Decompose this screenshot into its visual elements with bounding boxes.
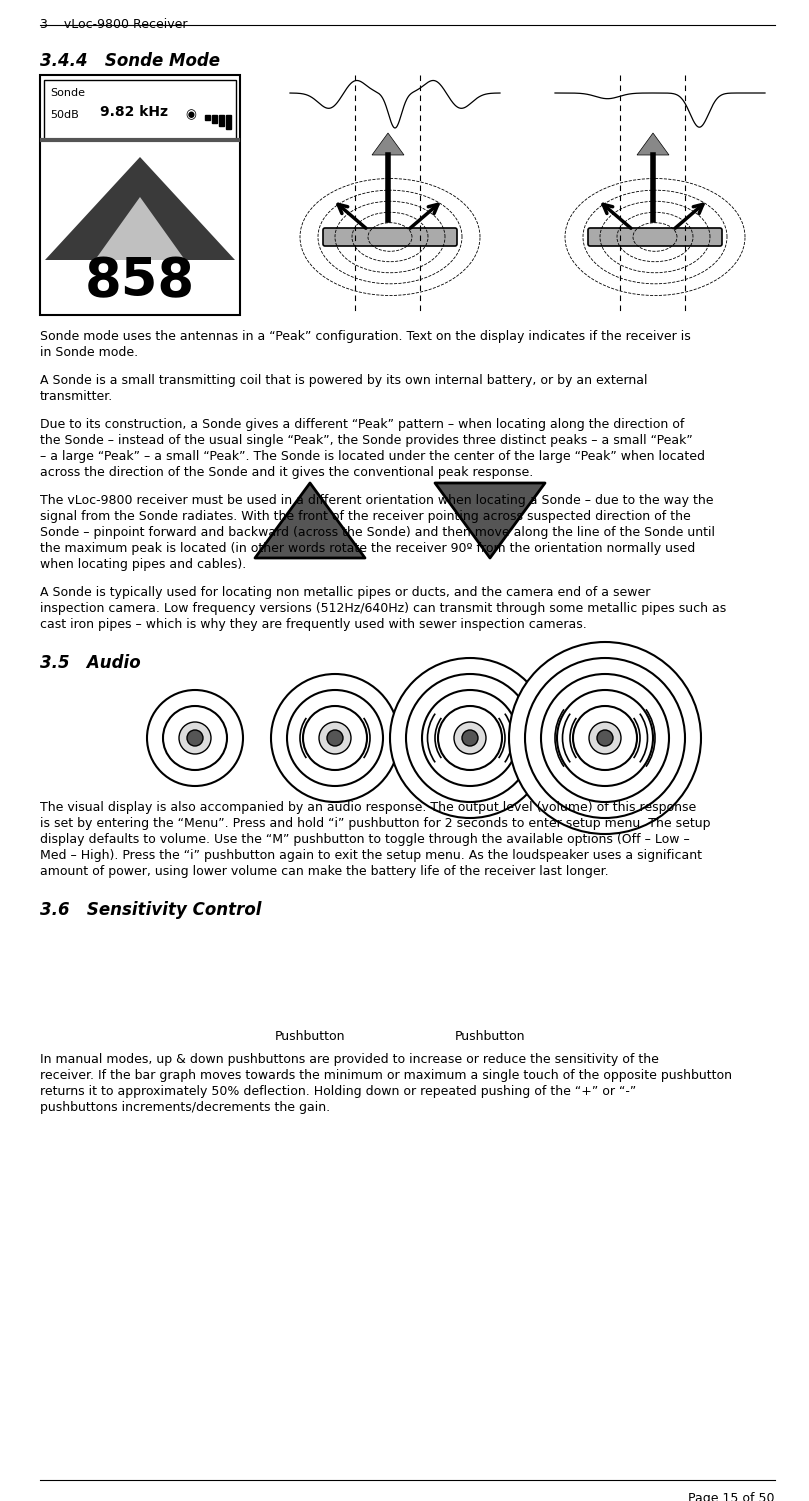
Bar: [44, 80, 236, 140]
Circle shape: [303, 705, 367, 770]
Circle shape: [525, 657, 685, 818]
Text: +: +: [476, 964, 504, 997]
Polygon shape: [95, 197, 185, 260]
Text: Due to its construction, a Sonde gives a different “Peak” pattern – when locatin: Due to its construction, a Sonde gives a…: [40, 417, 684, 431]
Text: transmitter.: transmitter.: [40, 390, 113, 402]
Text: A Sonde is a small transmitting coil that is powered by its own internal battery: A Sonde is a small transmitting coil tha…: [40, 374, 647, 387]
Text: Page 15 of 50: Page 15 of 50: [688, 1492, 775, 1501]
Circle shape: [589, 722, 621, 754]
Circle shape: [147, 690, 243, 787]
Bar: [226, 116, 231, 129]
Circle shape: [406, 674, 534, 802]
Text: Sonde mode uses the antennas in a “Peak” configuration. Text on the display indi: Sonde mode uses the antennas in a “Peak”…: [40, 330, 691, 344]
Circle shape: [454, 722, 486, 754]
Text: 3.4.4   Sonde Mode: 3.4.4 Sonde Mode: [40, 53, 220, 71]
Circle shape: [422, 690, 518, 787]
Circle shape: [271, 674, 399, 802]
Text: Pushbutton: Pushbutton: [455, 1030, 525, 1043]
Circle shape: [187, 729, 203, 746]
Text: in Sonde mode.: in Sonde mode.: [40, 347, 138, 359]
Text: The vLoc-9800 receiver must be used in a different orientation when locating a S: The vLoc-9800 receiver must be used in a…: [40, 494, 714, 507]
Circle shape: [557, 690, 653, 787]
Text: the Sonde – instead of the usual single “Peak”, the Sonde provides three distinc: the Sonde – instead of the usual single …: [40, 434, 693, 447]
Text: The visual display is also accompanied by an audio response. The output level (v: The visual display is also accompanied b…: [40, 802, 697, 814]
Circle shape: [462, 729, 478, 746]
Text: 9.82 kHz: 9.82 kHz: [100, 105, 168, 119]
Polygon shape: [45, 158, 235, 260]
Text: inspection camera. Low frequency versions (512Hz/640Hz) can transmit through som: inspection camera. Low frequency version…: [40, 602, 726, 615]
Circle shape: [287, 690, 383, 787]
Text: – a large “Peak” – a small “Peak”. The Sonde is located under the center of the : – a large “Peak” – a small “Peak”. The S…: [40, 450, 705, 462]
Polygon shape: [372, 134, 404, 155]
Text: 3.5   Audio: 3.5 Audio: [40, 654, 141, 672]
Circle shape: [509, 642, 701, 835]
FancyBboxPatch shape: [323, 228, 457, 246]
Text: Pushbutton: Pushbutton: [275, 1030, 345, 1043]
Text: signal from the Sonde radiates. With the front of the receiver pointing across s: signal from the Sonde radiates. With the…: [40, 510, 691, 522]
Text: ◉: ◉: [185, 108, 196, 122]
Circle shape: [390, 657, 550, 818]
Text: pushbuttons increments/decrements the gain.: pushbuttons increments/decrements the ga…: [40, 1102, 330, 1114]
Circle shape: [319, 722, 351, 754]
Circle shape: [163, 705, 227, 770]
Circle shape: [438, 705, 502, 770]
Text: Sonde: Sonde: [50, 89, 85, 98]
Text: amount of power, using lower volume can make the battery life of the receiver la: amount of power, using lower volume can …: [40, 865, 608, 878]
Bar: [212, 116, 217, 123]
Bar: [40, 75, 240, 315]
Text: receiver. If the bar graph moves towards the minimum or maximum a single touch o: receiver. If the bar graph moves towards…: [40, 1069, 732, 1082]
Text: Sonde – pinpoint forward and backward (across the Sonde) and then move along the: Sonde – pinpoint forward and backward (a…: [40, 525, 715, 539]
Text: across the direction of the Sonde and it gives the conventional peak response.: across the direction of the Sonde and it…: [40, 465, 533, 479]
Text: 3    vLoc-9800 Receiver: 3 vLoc-9800 Receiver: [40, 18, 188, 32]
Text: A Sonde is typically used for locating non metallic pipes or ducts, and the came: A Sonde is typically used for locating n…: [40, 585, 650, 599]
Text: −: −: [296, 964, 324, 997]
Bar: [205, 116, 210, 120]
Text: display defaults to volume. Use the “M” pushbutton to toggle through the availab: display defaults to volume. Use the “M” …: [40, 833, 690, 847]
Text: cast iron pipes – which is why they are frequently used with sewer inspection ca: cast iron pipes – which is why they are …: [40, 618, 587, 630]
Polygon shape: [255, 483, 365, 558]
Text: is set by entering the “Menu”. Press and hold “i” pushbutton for 2 seconds to en: is set by entering the “Menu”. Press and…: [40, 817, 710, 830]
Bar: [219, 116, 224, 126]
Text: the maximum peak is located (in other words rotate the receiver 90º from the ori: the maximum peak is located (in other wo…: [40, 542, 695, 555]
Text: returns it to approximately 50% deflection. Holding down or repeated pushing of : returns it to approximately 50% deflecti…: [40, 1085, 636, 1099]
Circle shape: [573, 705, 637, 770]
Text: when locating pipes and cables).: when locating pipes and cables).: [40, 558, 246, 570]
Polygon shape: [637, 134, 669, 155]
Polygon shape: [435, 483, 545, 558]
Text: 858: 858: [85, 255, 195, 308]
FancyBboxPatch shape: [588, 228, 722, 246]
Text: Med – High). Press the “i” pushbutton again to exit the setup menu. As the louds: Med – High). Press the “i” pushbutton ag…: [40, 850, 702, 862]
Circle shape: [327, 729, 343, 746]
Text: In manual modes, up & down pushbuttons are provided to increase or reduce the se: In manual modes, up & down pushbuttons a…: [40, 1054, 659, 1066]
Circle shape: [597, 729, 613, 746]
Text: 3.6   Sensitivity Control: 3.6 Sensitivity Control: [40, 901, 261, 919]
Text: 50dB: 50dB: [50, 110, 78, 120]
Circle shape: [179, 722, 211, 754]
Circle shape: [541, 674, 669, 802]
